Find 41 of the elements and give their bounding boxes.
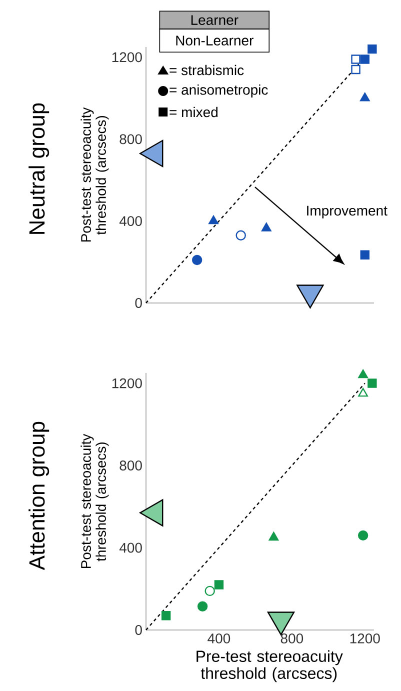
text: Non-Learner xyxy=(176,36,254,46)
point xyxy=(368,44,377,54)
x-tick-label: 400 xyxy=(208,634,230,644)
y-tick-label: 0 xyxy=(135,625,142,635)
point xyxy=(204,586,215,596)
point xyxy=(368,378,377,388)
annotation: = mixed xyxy=(170,106,218,118)
text: Attention group xyxy=(28,422,50,570)
text: Neutral group xyxy=(28,103,50,234)
y-tick-label: 0 xyxy=(135,298,142,308)
point xyxy=(214,580,224,590)
point xyxy=(358,530,368,541)
point xyxy=(197,601,208,612)
y-tick-label: 800 xyxy=(120,134,142,144)
point xyxy=(351,64,360,74)
point xyxy=(360,250,370,260)
x-tick-label: 800 xyxy=(280,634,304,644)
x-tick-label: 1200 xyxy=(350,634,380,644)
y-tick-label: 1200 xyxy=(112,52,142,62)
y-tick-label: 1200 xyxy=(112,378,142,388)
y-axis-title: Post-test stereoacuity threshold (arcsecs) xyxy=(80,107,109,242)
y-axis-title: Post-test stereoacuity threshold (arcsecs) xyxy=(80,434,109,568)
y-tick-label: 400 xyxy=(119,542,142,553)
x-axis-title: Pre-test stereoacuity threshold (arcsecs) xyxy=(196,650,343,682)
point xyxy=(208,215,218,224)
y-tick-label: 800 xyxy=(120,460,142,470)
annotation: = anisometropic xyxy=(170,84,268,98)
point xyxy=(358,369,368,378)
text: Learner xyxy=(191,15,238,25)
point xyxy=(358,388,368,397)
point xyxy=(268,532,279,541)
point xyxy=(261,222,272,232)
point xyxy=(161,611,171,620)
point xyxy=(236,230,246,241)
point xyxy=(351,54,360,64)
point xyxy=(360,54,370,64)
point xyxy=(360,92,370,102)
annotation: = strabismic xyxy=(170,64,244,76)
annotation: Improvement xyxy=(307,206,388,218)
y-tick-label: 400 xyxy=(119,216,142,226)
point xyxy=(192,254,202,266)
